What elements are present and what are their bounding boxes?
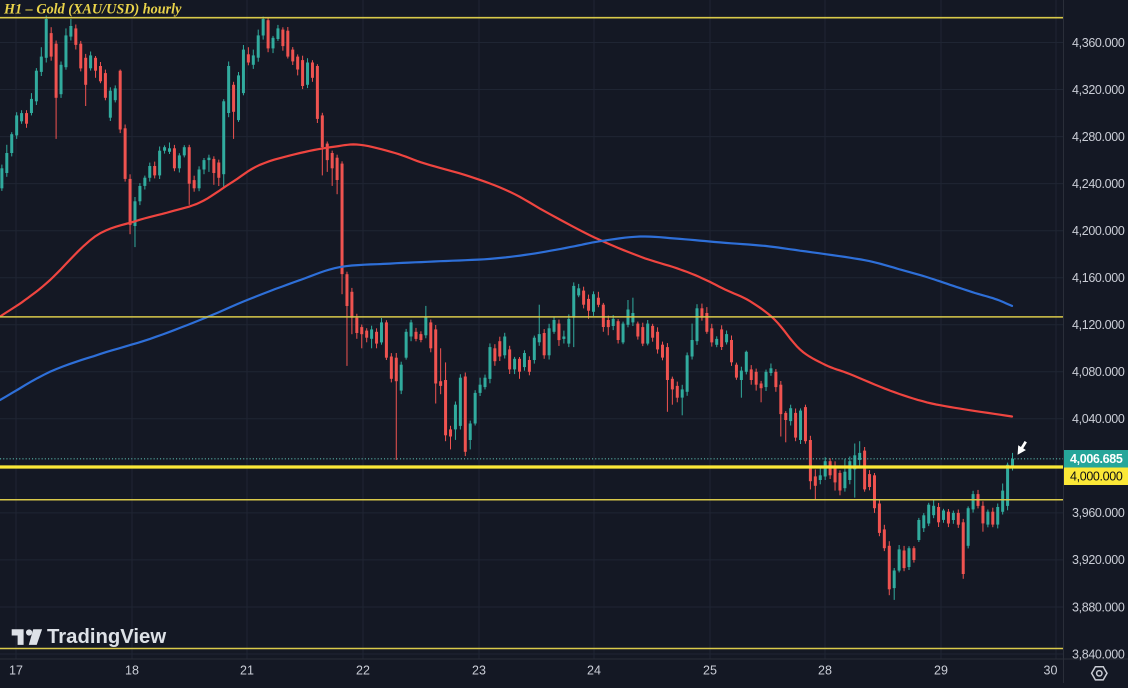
svg-text:4,320.000: 4,320.000 [1072, 83, 1125, 97]
svg-text:24: 24 [587, 664, 601, 678]
svg-text:H1 – Gold (XAU/USD) hourly: H1 – Gold (XAU/USD) hourly [3, 2, 182, 18]
svg-text:4,120.000: 4,120.000 [1072, 318, 1125, 332]
svg-text:4,360.000: 4,360.000 [1072, 36, 1125, 50]
svg-text:TradingView: TradingView [47, 626, 166, 648]
svg-text:4,160.000: 4,160.000 [1072, 271, 1125, 285]
svg-text:3,840.000: 3,840.000 [1072, 647, 1125, 661]
svg-text:25: 25 [703, 664, 717, 678]
svg-text:18: 18 [125, 664, 139, 678]
svg-text:29: 29 [934, 664, 948, 678]
svg-text:3,880.000: 3,880.000 [1072, 600, 1125, 614]
svg-text:28: 28 [818, 664, 832, 678]
svg-text:23: 23 [472, 664, 486, 678]
svg-text:30: 30 [1044, 664, 1058, 678]
svg-text:4,080.000: 4,080.000 [1072, 365, 1125, 379]
svg-text:17: 17 [9, 664, 23, 678]
svg-text:4,240.000: 4,240.000 [1072, 177, 1125, 191]
svg-text:3,920.000: 3,920.000 [1072, 553, 1125, 567]
svg-text:4,000.000: 4,000.000 [1070, 470, 1123, 484]
svg-text:3,960.000: 3,960.000 [1072, 506, 1125, 520]
svg-text:22: 22 [356, 664, 370, 678]
svg-text:4,200.000: 4,200.000 [1072, 224, 1125, 238]
svg-text:21: 21 [240, 664, 254, 678]
svg-text:4,040.000: 4,040.000 [1072, 412, 1125, 426]
svg-text:4,006.685: 4,006.685 [1070, 452, 1123, 466]
svg-text:4,280.000: 4,280.000 [1072, 130, 1125, 144]
